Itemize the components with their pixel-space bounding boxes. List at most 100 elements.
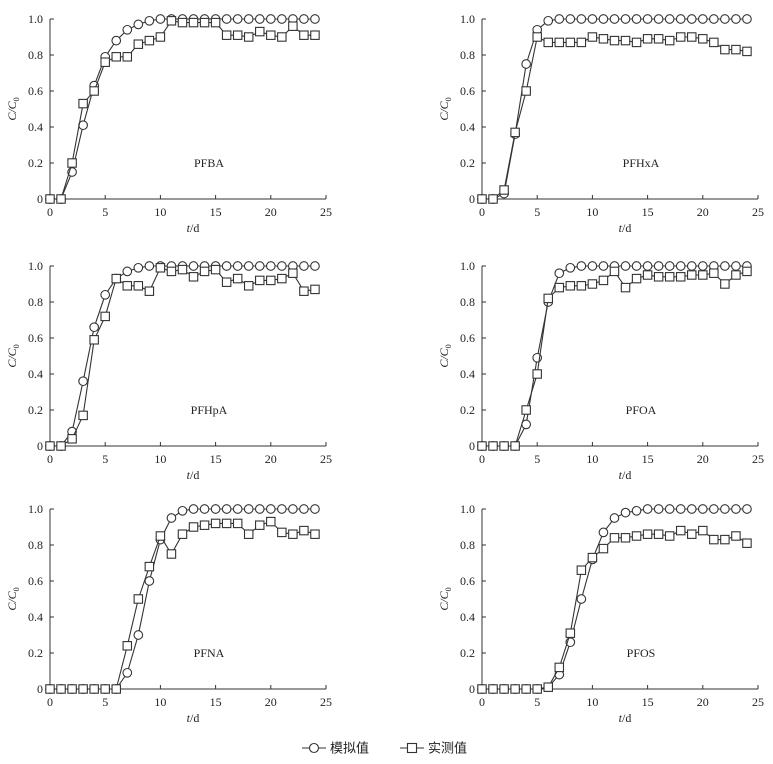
data-point [687,32,697,42]
data-point [477,684,487,694]
y-tick-label: 1.0 [28,12,43,26]
data-point [210,264,221,275]
data-point [565,628,576,638]
data-point [177,17,188,28]
data-point [675,272,686,282]
series-measured [45,516,320,694]
x-tick-label: 20 [265,695,277,709]
y-tick-label: 0.2 [28,403,43,417]
data-point [742,46,752,57]
data-point [598,527,609,538]
data-point [177,264,188,275]
data-point [697,14,708,24]
data-point [266,516,276,527]
x-tick-label: 5 [102,695,108,709]
x-tick-label: 0 [479,695,485,709]
data-point [664,531,675,541]
data-point [89,322,100,333]
data-point [56,684,66,694]
data-point [499,441,509,451]
x-tick-label: 10 [154,205,166,219]
data-point [232,504,243,514]
data-point [133,262,144,273]
x-tick-label: 20 [697,205,709,219]
data-point [288,21,298,31]
data-point [265,14,276,24]
y-tick-label: 1.0 [28,259,43,273]
data-point [166,266,177,277]
data-point [477,441,487,451]
data-point [664,272,675,282]
legend: 模拟值 实测值 [302,741,467,756]
data-point [144,576,155,586]
data-point [277,527,287,538]
data-point [609,533,620,543]
data-point [720,504,730,514]
data-point [254,504,265,514]
data-point [188,504,199,514]
x-tick-label: 0 [47,695,53,709]
data-point [598,14,609,24]
data-point [266,275,276,286]
x-tick-label: 5 [534,452,540,466]
data-point [653,14,664,24]
data-point [631,505,642,516]
x-tick-label: 20 [265,452,277,466]
data-point [642,504,653,514]
legend-measured-label: 实测值 [428,741,467,756]
data-point [265,504,276,514]
series-line [50,265,315,447]
series-line [50,20,315,200]
data-point [631,14,642,24]
data-point [488,194,498,204]
data-point [576,281,587,291]
data-point [232,261,243,271]
data-point [620,14,631,24]
data-point [310,30,320,40]
data-point [299,261,309,271]
data-point [631,37,642,48]
data-point [243,504,254,514]
data-point [687,529,697,539]
x-tick-label: 0 [479,452,485,466]
data-point [576,565,587,575]
data-point [255,520,265,530]
data-point [122,52,133,62]
y-axis-label: C/C0 [5,97,21,120]
data-point [720,279,730,289]
panels: 0 0.2 0.4 0.6 0.8 1.0 0 5 10 15 20 25 t/d C/C0 PFBA 0 0.… [5,12,764,725]
data-point [532,369,542,379]
y-tick-label: 0.8 [28,295,43,309]
y-tick-label: 0.4 [28,610,43,624]
x-tick-label: 0 [47,452,53,466]
x-tick-label: 5 [102,205,108,219]
data-point [255,26,265,37]
series-simulated [45,261,320,451]
y-tick-label: 0.8 [460,48,475,62]
data-point [576,37,587,48]
data-point [675,32,686,42]
x-axis-label: t/d [187,711,200,725]
data-point [276,261,287,271]
legend-simulated-label: 模拟值 [330,741,369,756]
data-point [565,262,576,273]
data-point [576,261,587,271]
data-point [543,37,553,48]
data-point [642,14,653,24]
x-tick-label: 15 [210,205,222,219]
data-point [210,504,221,514]
legend-measured-marker [406,742,418,754]
data-point [709,268,719,278]
data-point [232,273,243,284]
data-point [254,261,265,271]
data-point [133,594,144,604]
data-point [664,504,675,514]
data-point [78,98,88,109]
data-point [620,35,631,46]
y-tick-label: 0 [37,192,43,206]
data-point [565,281,576,291]
data-point [111,684,121,694]
data-point [708,14,719,24]
data-point [720,44,730,55]
